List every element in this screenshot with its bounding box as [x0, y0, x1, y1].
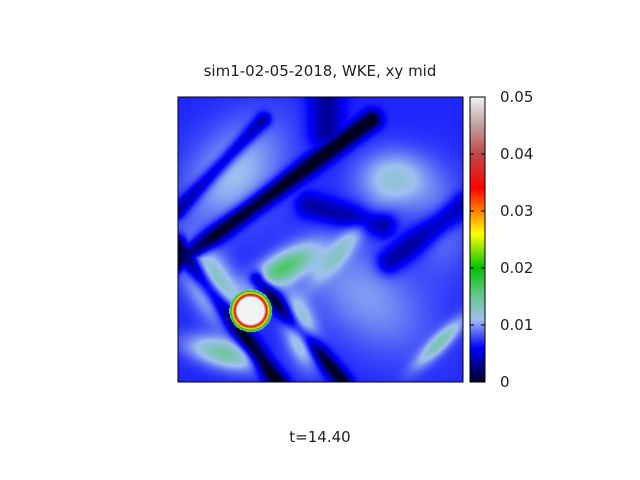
colorbar-frame — [469, 96, 486, 383]
colorbar: 0 0.01 0.02 0.03 0.04 0.05 — [469, 88, 533, 391]
colorbar-tick-label: 0.02 — [500, 259, 533, 277]
colorbar-ticks: 0 0.01 0.02 0.03 0.04 0.05 — [470, 88, 533, 391]
chart-title: sim1-02-05-2018, WKE, xy mid — [204, 62, 437, 80]
colorbar-tick-label: 0 — [500, 373, 510, 391]
plot-frame — [177, 96, 464, 383]
heatmap-plot-area — [177, 96, 464, 383]
colorbar-tick-label: 0.04 — [500, 145, 533, 163]
colorbar-fill — [470, 97, 485, 382]
colorbar-tick-label: 0.03 — [500, 202, 533, 220]
heatmap-field — [178, 97, 463, 382]
colorbar-tick-label: 0.05 — [500, 88, 533, 106]
colorbar-tick-label: 0.01 — [500, 316, 533, 334]
time-label: t=14.40 — [289, 428, 350, 446]
